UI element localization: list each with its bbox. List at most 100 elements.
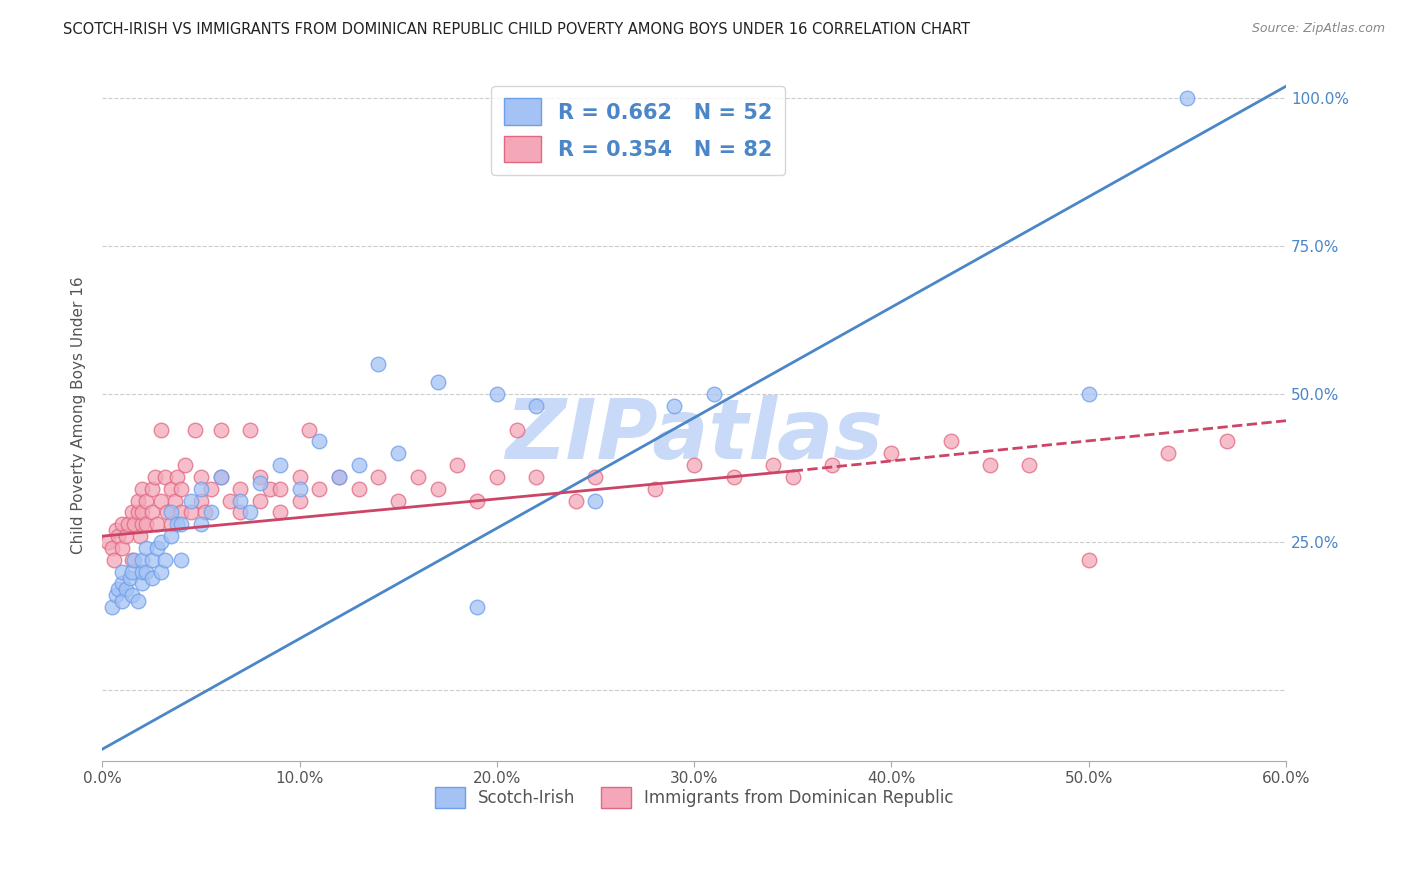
Point [127, 493, 149, 508]
Point [298, 423, 321, 437]
Point [170, 482, 193, 496]
Point [644, 482, 666, 496]
Point [190, 482, 212, 496]
Point [485, 470, 508, 484]
Point [288, 482, 311, 496]
Point [128, 529, 150, 543]
Point [1077, 553, 1099, 567]
Point [249, 475, 271, 490]
Point [426, 376, 449, 390]
Point [209, 423, 232, 437]
Point [117, 517, 139, 532]
Point [583, 470, 606, 484]
Point [939, 434, 962, 449]
Point [249, 470, 271, 484]
Point [524, 470, 547, 484]
Point [122, 517, 145, 532]
Point [127, 594, 149, 608]
Point [170, 553, 193, 567]
Point [269, 506, 291, 520]
Point [347, 458, 370, 472]
Point [387, 446, 409, 460]
Point [121, 553, 143, 567]
Point [367, 470, 389, 484]
Point [190, 493, 212, 508]
Point [127, 506, 149, 520]
Point [259, 482, 281, 496]
Point [583, 493, 606, 508]
Point [723, 470, 745, 484]
Point [160, 529, 183, 543]
Point [165, 493, 187, 508]
Point [229, 506, 252, 520]
Point [160, 506, 183, 520]
Point [880, 446, 903, 460]
Point [328, 470, 350, 484]
Point [101, 600, 124, 615]
Point [465, 493, 488, 508]
Point [156, 506, 179, 520]
Point [209, 470, 232, 484]
Point [111, 565, 134, 579]
Point [229, 482, 252, 496]
Point [131, 553, 153, 567]
Point [664, 399, 686, 413]
Text: SCOTCH-IRISH VS IMMIGRANTS FROM DOMINICAN REPUBLIC CHILD POVERTY AMONG BOYS UNDE: SCOTCH-IRISH VS IMMIGRANTS FROM DOMINICA… [63, 22, 970, 37]
Point [180, 493, 202, 508]
Point [308, 434, 330, 449]
Point [190, 470, 212, 484]
Point [121, 565, 143, 579]
Point [121, 588, 143, 602]
Point [387, 493, 409, 508]
Text: Source: ZipAtlas.com: Source: ZipAtlas.com [1251, 22, 1385, 36]
Point [155, 553, 177, 567]
Point [107, 582, 129, 597]
Point [160, 517, 183, 532]
Point [170, 517, 193, 532]
Point [229, 493, 252, 508]
Point [122, 553, 145, 567]
Point [101, 541, 124, 555]
Point [118, 571, 141, 585]
Point [249, 493, 271, 508]
Point [150, 493, 173, 508]
Point [1175, 91, 1198, 105]
Point [505, 423, 527, 437]
Point [141, 571, 163, 585]
Point [160, 482, 183, 496]
Point [446, 458, 468, 472]
Point [762, 458, 785, 472]
Point [269, 458, 291, 472]
Point [111, 541, 134, 555]
Point [683, 458, 706, 472]
Point [150, 535, 173, 549]
Point [524, 399, 547, 413]
Point [166, 470, 188, 484]
Point [239, 423, 262, 437]
Point [131, 517, 153, 532]
Point [103, 553, 125, 567]
Point [150, 565, 173, 579]
Point [141, 553, 163, 567]
Point [155, 470, 177, 484]
Point [146, 541, 169, 555]
Point [406, 470, 429, 484]
Point [131, 482, 153, 496]
Point [180, 506, 202, 520]
Point [200, 506, 222, 520]
Point [115, 529, 138, 543]
Point [194, 506, 217, 520]
Point [174, 458, 197, 472]
Point [979, 458, 1001, 472]
Y-axis label: Child Poverty Among Boys Under 16: Child Poverty Among Boys Under 16 [72, 276, 86, 554]
Point [131, 576, 153, 591]
Point [131, 565, 153, 579]
Point [135, 493, 157, 508]
Point [145, 470, 167, 484]
Point [135, 517, 157, 532]
Point [209, 470, 232, 484]
Point [141, 482, 163, 496]
Point [184, 423, 207, 437]
Point [367, 358, 389, 372]
Point [111, 576, 134, 591]
